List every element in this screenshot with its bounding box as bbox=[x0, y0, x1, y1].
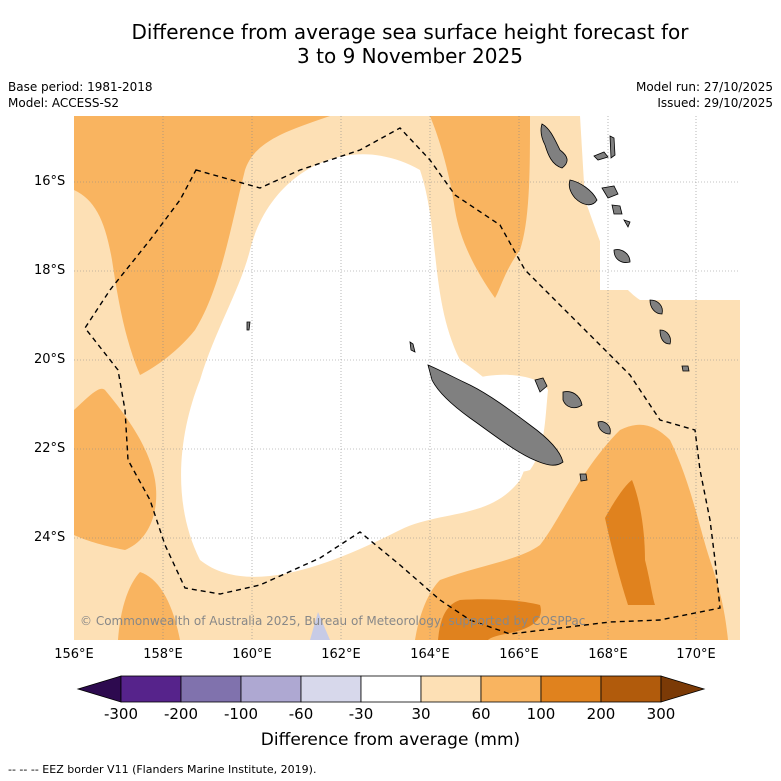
land-masses bbox=[246, 123, 690, 482]
chart-title-line2: 3 to 9 November 2025 bbox=[297, 44, 523, 68]
lon-label-156e: 156°E bbox=[54, 647, 94, 662]
colorbar-bin-6 bbox=[480, 675, 542, 703]
belep-islet bbox=[409, 341, 416, 353]
vanuatu-epi bbox=[611, 204, 623, 215]
eez-footnote: -- -- -- EEZ border V11 (Flanders Marine… bbox=[8, 763, 317, 776]
vanuatu-tanna bbox=[659, 329, 671, 345]
vanuatu-ambae bbox=[593, 151, 609, 161]
chesterfield-islet bbox=[246, 321, 251, 331]
loyalty-island-mare bbox=[597, 421, 611, 435]
colorbar-extend-low bbox=[76, 675, 122, 703]
eez-border bbox=[84, 127, 721, 635]
colorbar-tick-label: 30 bbox=[411, 705, 431, 723]
graticule bbox=[74, 116, 740, 640]
lat-label-16s: 16°S bbox=[34, 174, 66, 189]
colorbar-bin-8 bbox=[600, 675, 662, 703]
lat-label-18s: 18°S bbox=[34, 263, 66, 278]
cosppac-logo-mark bbox=[310, 612, 330, 640]
map-panel bbox=[74, 116, 740, 640]
colorbar-tick-label: 60 bbox=[471, 705, 491, 723]
colorbar bbox=[76, 675, 706, 703]
lon-label-158e: 158°E bbox=[143, 647, 183, 662]
colorbar-extend-high bbox=[660, 675, 706, 703]
vanuatu-aneityum bbox=[681, 365, 690, 372]
lat-label-24s: 24°S bbox=[34, 530, 66, 545]
vanuatu-ambrym bbox=[601, 185, 619, 199]
lon-label-166e: 166°E bbox=[499, 647, 539, 662]
colorbar-tick-label: -60 bbox=[288, 705, 314, 723]
colorbar-tick-label: 300 bbox=[646, 705, 676, 723]
anomaly-region-mid-north bbox=[430, 116, 530, 298]
isle-of-pines bbox=[579, 473, 588, 482]
chart-title-line1: Difference from average sea surface heig… bbox=[131, 20, 689, 44]
lon-label-164e: 164°E bbox=[410, 647, 450, 662]
vanuatu-efate bbox=[613, 249, 631, 263]
colorbar-tick-label: 100 bbox=[526, 705, 556, 723]
anomaly-region-dark-east bbox=[605, 480, 655, 605]
base-period: Base period: 1981-2018 bbox=[8, 80, 153, 94]
colorbar-tick-label: -300 bbox=[103, 705, 139, 723]
colorbar-bin-7 bbox=[540, 675, 602, 703]
colorbar-tick-label: 200 bbox=[586, 705, 616, 723]
lat-label-22s: 22°S bbox=[34, 441, 66, 456]
anomaly-region-mid-southwest bbox=[118, 572, 180, 640]
vanuatu-erromango bbox=[649, 299, 663, 315]
colorbar-tick-label: -100 bbox=[223, 705, 259, 723]
vanuatu-pentecost bbox=[609, 135, 616, 159]
loyalty-island-lifou bbox=[562, 391, 583, 409]
meta-right: Model run: 27/10/2025 Issued: 29/10/2025 bbox=[636, 79, 773, 111]
lon-label-168e: 168°E bbox=[588, 647, 628, 662]
colorbar-tick-label: -200 bbox=[163, 705, 199, 723]
colorbar-tick-label: -30 bbox=[348, 705, 374, 723]
anomaly-region-dark-south bbox=[438, 599, 541, 640]
vanuatu-shepherd bbox=[623, 219, 631, 228]
lat-label-20s: 20°S bbox=[34, 352, 66, 367]
colorbar-bin-4 bbox=[360, 675, 422, 703]
lon-label-160e: 160°E bbox=[232, 647, 272, 662]
anomaly-region-mid-west bbox=[74, 388, 157, 550]
colorbar-bin-1 bbox=[180, 675, 242, 703]
issued-date: Issued: 29/10/2025 bbox=[657, 96, 773, 110]
vanuatu-malekula bbox=[568, 179, 598, 206]
anomaly-region-mid-northwest bbox=[74, 116, 330, 375]
model-run: Model run: 27/10/2025 bbox=[635, 80, 773, 94]
vanuatu-espiritu-santo bbox=[540, 123, 568, 169]
colorbar-bin-3 bbox=[300, 675, 362, 703]
lon-label-170e: 170°E bbox=[676, 647, 716, 662]
colorbar-bin-0 bbox=[120, 675, 182, 703]
lon-label-162e: 162°E bbox=[321, 647, 361, 662]
meta-left: Base period: 1981-2018 Model: ACCESS-S2 bbox=[8, 79, 153, 111]
anomaly-region-neutral-central bbox=[181, 154, 528, 577]
copyright-notice: © Commonwealth of Australia 2025, Bureau… bbox=[80, 614, 586, 628]
new-caledonia-island bbox=[427, 364, 564, 466]
colorbar-bin-2 bbox=[240, 675, 302, 703]
colorbar-title: Difference from average (mm) bbox=[260, 730, 521, 750]
colorbar-bin-5 bbox=[420, 675, 482, 703]
loyalty-island-ouvea bbox=[534, 377, 548, 393]
model-name: Model: ACCESS-S2 bbox=[8, 96, 120, 110]
